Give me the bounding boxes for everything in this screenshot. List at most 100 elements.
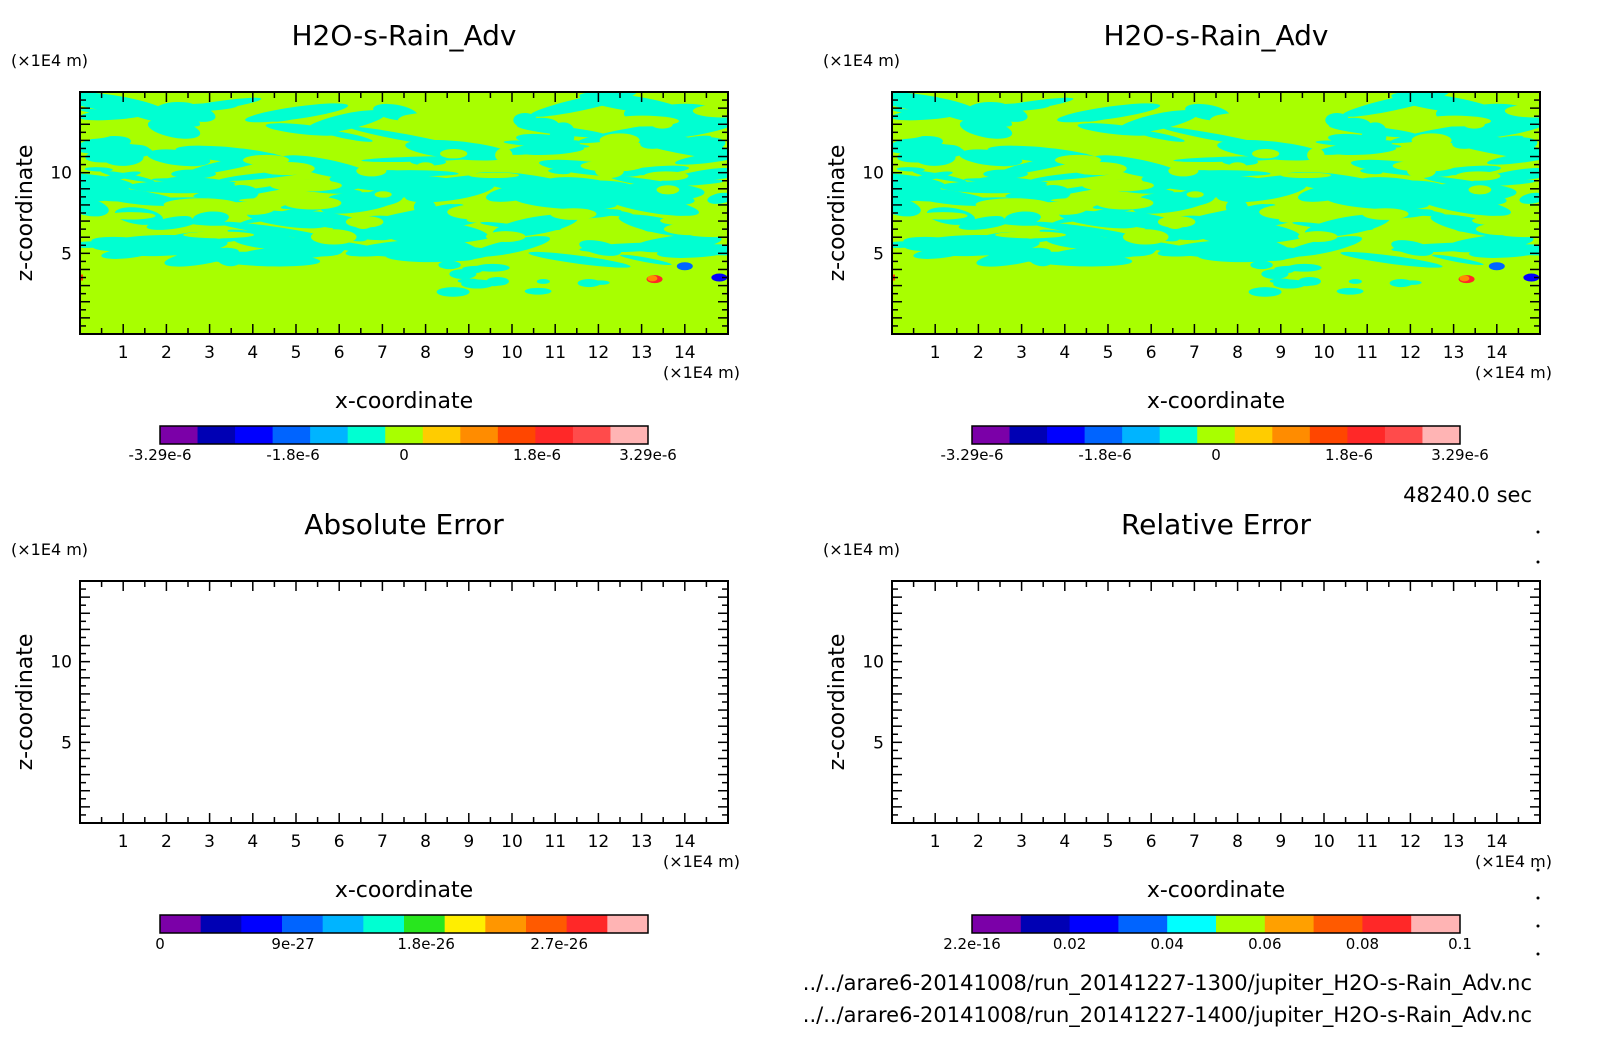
field-blob [1298, 276, 1321, 286]
field-blob [503, 140, 590, 148]
edge-dot [1536, 896, 1540, 900]
colorbar-segment [610, 426, 649, 444]
field-blob [1391, 240, 1434, 256]
field-blob [1261, 269, 1289, 279]
field-hotspot [676, 262, 693, 271]
field-blob [1228, 208, 1270, 218]
field-hole [468, 172, 520, 179]
field-blob [687, 236, 712, 247]
field-blob [1274, 265, 1308, 272]
x-tick-label: 14 [674, 343, 696, 363]
field-blob [896, 167, 925, 172]
field-hole [447, 204, 510, 220]
x-tick-label: 9 [1275, 832, 1286, 852]
field-hole [651, 120, 673, 129]
x-tick-label: 1 [118, 832, 129, 852]
colorbar-tick-label: 3.29e-6 [619, 446, 677, 464]
x-tick-label: 8 [420, 832, 431, 852]
field-blob [978, 97, 1074, 115]
field-blob [1058, 210, 1141, 229]
field-blob [939, 181, 1044, 194]
field-hotspot [1523, 273, 1540, 282]
field-blob [1467, 167, 1540, 188]
x-tick-label: 2 [161, 343, 172, 363]
field-blob [461, 279, 494, 289]
field-blob [127, 181, 232, 194]
colorbar-segment [566, 915, 608, 933]
colorbar-segment [363, 915, 405, 933]
colorbar: -3.29e-6 -1.8e-6 0 1.8e-6 3.29e-6 [941, 425, 1489, 464]
field-hole [550, 208, 597, 220]
colorbar-tick-label: -3.29e-6 [941, 446, 1004, 464]
x-tick-label: 10 [1313, 832, 1335, 852]
x-tick-label: 5 [291, 832, 302, 852]
x-tick-label: 1 [118, 343, 129, 363]
field-hole [283, 196, 342, 210]
field-blob [1045, 234, 1109, 250]
x-tick-label: 11 [1356, 832, 1378, 852]
field-blob [321, 195, 397, 214]
field-hole [270, 179, 342, 192]
x-tick-label: 9 [463, 832, 474, 852]
field-blob [1336, 287, 1364, 295]
field-blob [548, 168, 571, 175]
file-path-1: ../../arare6-20141008/run_20141227-1300/… [803, 971, 1532, 996]
y-axis-label: z-coordinate [825, 634, 850, 771]
field-hole [1280, 172, 1332, 179]
field-hole [975, 198, 1051, 211]
field-blob [1030, 221, 1142, 240]
field-hole [258, 161, 315, 176]
colorbar-tick-label: 1.8e-6 [513, 446, 561, 464]
x-tick-label: 12 [588, 832, 610, 852]
x-tick-label: 11 [544, 832, 566, 852]
field-hole [1455, 171, 1501, 181]
panel-title: Absolute Error [304, 508, 504, 541]
field-blob [123, 107, 201, 127]
x-axis-label: x-coordinate [1147, 878, 1285, 903]
field-blob [958, 217, 1010, 230]
field-blob [1036, 184, 1071, 201]
y-tick-label: 10 [862, 164, 884, 184]
x-unit-label: (×1E4 m) [1475, 363, 1552, 382]
x-tick-label: 13 [631, 343, 653, 363]
field-hole [310, 229, 357, 245]
field-blob [639, 219, 663, 232]
field-hole [1054, 154, 1102, 166]
field-blob [960, 248, 1018, 258]
field-hole [1411, 133, 1452, 148]
colorbar-tick-label: 9e-27 [271, 935, 314, 953]
field-blob [102, 149, 144, 166]
field-blob [1217, 180, 1307, 203]
field-hole [416, 162, 435, 171]
field-hole [1228, 162, 1247, 171]
x-tick-label: 10 [1313, 343, 1335, 363]
field-hole [163, 198, 239, 211]
field-hole [1186, 191, 1204, 198]
edge-dot [1536, 530, 1540, 534]
colorbar: 2.2e-16 0.02 0.04 0.06 0.08 0.1 [943, 914, 1472, 953]
y-unit-label: (×1E4 m) [11, 540, 88, 559]
field-hole [1070, 161, 1127, 176]
field-blob [702, 173, 728, 180]
field-hole [1307, 148, 1325, 163]
field-hole [80, 129, 112, 140]
x-tick-label: 3 [204, 832, 215, 852]
colorbar-segment [972, 426, 1011, 444]
field-blob [1105, 211, 1179, 230]
field-hole [892, 129, 924, 140]
x-tick-label: 9 [463, 343, 474, 363]
field-blob [1391, 92, 1497, 115]
field-blob [1189, 170, 1271, 177]
colorbar-segment [1020, 915, 1071, 933]
field-blob [1273, 279, 1306, 289]
colorbar-segment [197, 426, 236, 444]
field-blob [1340, 251, 1443, 268]
field-blob [166, 97, 262, 115]
field-blob [151, 178, 236, 184]
x-tick-label: 10 [501, 832, 523, 852]
field-hole [238, 198, 296, 203]
field-hole [660, 215, 712, 226]
field-hole [485, 231, 526, 242]
field-blob [1514, 173, 1540, 180]
